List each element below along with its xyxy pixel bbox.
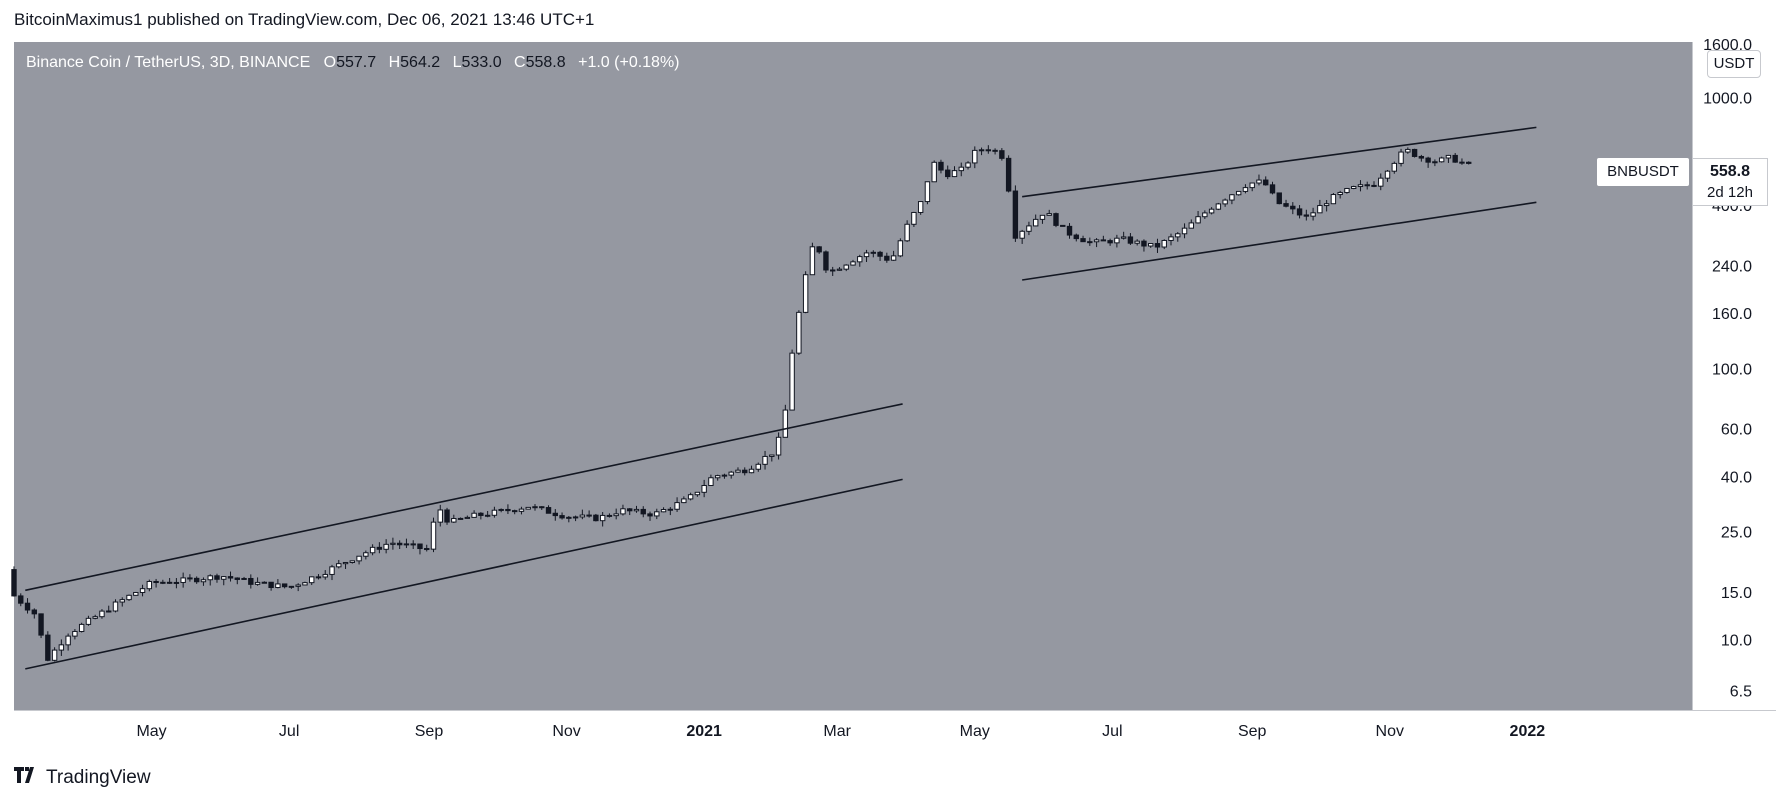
last-price-value: 558.8 bbox=[1709, 163, 1751, 180]
publish-info: BitcoinMaximus1 published on TradingView… bbox=[14, 10, 595, 29]
last-price-tag: 558.8 2d 12h bbox=[1692, 158, 1768, 206]
symbol-label: BNBUSDT bbox=[1597, 158, 1689, 186]
footer-brand-text: TradingView bbox=[46, 766, 151, 788]
bar-countdown: 2d 12h bbox=[1707, 184, 1753, 201]
legend-low-value: 533.0 bbox=[461, 54, 502, 71]
legend-high-value: 564.2 bbox=[400, 54, 441, 71]
price-unit-button[interactable]: USDT bbox=[1707, 50, 1761, 78]
legend-open-value: 557.7 bbox=[336, 54, 377, 71]
chart-plot-area[interactable] bbox=[14, 42, 1692, 710]
legend-change: +1.0 (+0.18%) bbox=[578, 54, 680, 71]
legend-close-value: 558.8 bbox=[525, 54, 566, 71]
time-axis[interactable] bbox=[14, 710, 1692, 749]
chart-legend: Binance Coin / TetherUS, 3D, BINANCE O55… bbox=[26, 54, 680, 72]
legend-high-label: H bbox=[388, 54, 401, 71]
legend-title: Binance Coin / TetherUS, 3D, BINANCE bbox=[26, 54, 311, 71]
legend-open-label: O bbox=[323, 54, 337, 71]
tradingview-logo-icon bbox=[14, 766, 40, 789]
legend-low-label: L bbox=[452, 54, 462, 71]
price-axis[interactable] bbox=[1692, 42, 1777, 710]
legend-close-label: C bbox=[514, 54, 526, 71]
footer-brand[interactable]: TradingView bbox=[14, 766, 151, 789]
